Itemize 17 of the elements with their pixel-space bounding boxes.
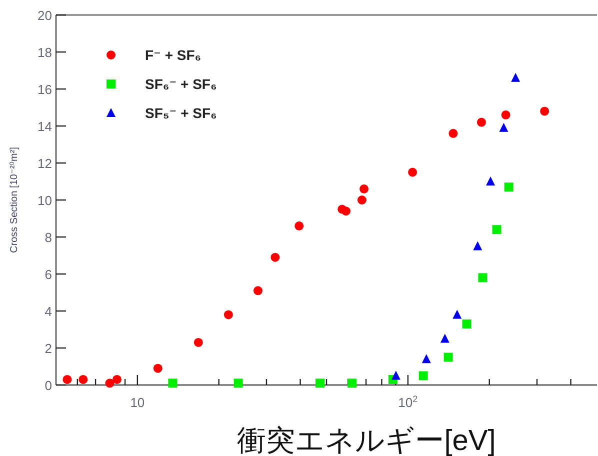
y-tick-label: 14 (38, 119, 52, 134)
y-tick-label: 4 (44, 304, 52, 319)
y-tick-label: 12 (38, 156, 52, 171)
x-axis-title: 衝突エネルギー[eV] (237, 425, 496, 456)
legend-label: SF₅⁻ + SF₆ (145, 105, 217, 121)
y-tick-label: 6 (44, 267, 52, 282)
y-tick-label: 2 (44, 341, 52, 356)
y-tick-label: 20 (38, 8, 52, 23)
x-tick-label: 10$^{2}$ (398, 394, 418, 410)
y-tick-label: 10 (38, 193, 52, 208)
y-tick-label: 16 (38, 82, 52, 97)
legend-label: SF₆⁻ + SF₆ (145, 76, 217, 92)
y-tick-label: 8 (44, 230, 52, 245)
y-tick-label: 0 (44, 378, 52, 393)
y-axis-title: Cross Section [10⁻²⁰m²] (9, 146, 20, 253)
y-tick-label: 18 (38, 45, 52, 60)
legend-label: F⁻ + SF₆ (145, 47, 202, 63)
